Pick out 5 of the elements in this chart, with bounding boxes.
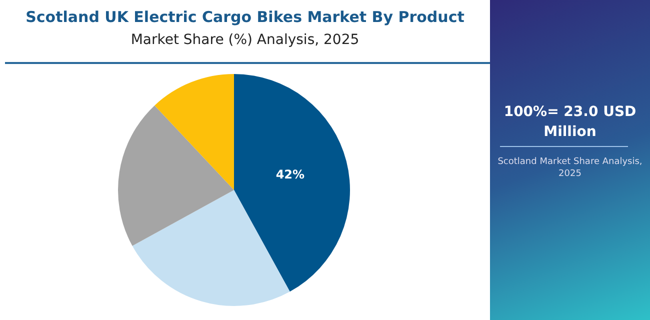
text: Scotland Market Share Analysis, 2025 bbox=[496, 156, 644, 180]
data-label: 42% bbox=[276, 168, 305, 182]
chart-title: Scotland UK Electric Cargo Bikes Market By Product bbox=[24, 8, 466, 26]
chart-subtitle: Market Share (%) Analysis, 2025 bbox=[130, 32, 360, 48]
text: 100%= 23.0 USD Million bbox=[502, 103, 638, 142]
